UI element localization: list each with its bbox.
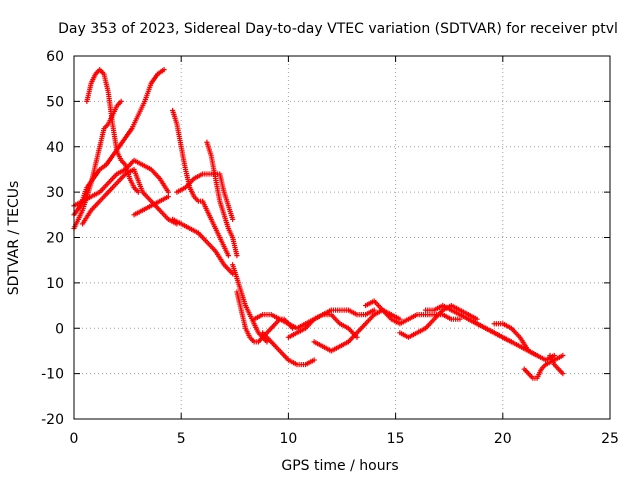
data-point: [474, 316, 480, 322]
y-tick-label: 20: [46, 231, 64, 247]
x-tick-label: 20: [494, 431, 512, 447]
grid-lines: [74, 56, 610, 419]
y-tick-label: 50: [46, 94, 64, 110]
data-point: [311, 357, 317, 363]
y-tick-label: 40: [46, 140, 64, 156]
y-tick-label: 30: [46, 185, 64, 201]
axis-ticks: [73, 55, 611, 420]
data-point: [371, 307, 377, 313]
data-point: [161, 67, 167, 73]
y-tick-label: 10: [46, 276, 64, 292]
x-tick-label: 15: [387, 431, 405, 447]
data-point: [230, 216, 236, 222]
x-tick-label: 10: [279, 431, 297, 447]
y-tick-labels: -20 -10 0 10 20 30 40 50 60: [41, 49, 64, 428]
y-tick-label: 0: [55, 321, 64, 337]
data-point: [118, 98, 124, 104]
data-point: [165, 189, 171, 195]
x-tick-label: 25: [601, 431, 619, 447]
y-tick-label: 60: [46, 49, 64, 65]
data-point: [165, 194, 171, 200]
data-point: [560, 352, 566, 359]
y-tick-label: -20: [41, 412, 64, 428]
x-tick-labels: 0 5 10 15 20 25: [70, 431, 619, 447]
x-tick-label: 0: [70, 431, 79, 447]
data-point: [234, 253, 240, 259]
data-point: [397, 316, 403, 322]
x-axis-label: GPS time / hours: [281, 458, 398, 474]
data-points: [71, 67, 566, 381]
y-axis-label: SDTVAR / TECUs: [6, 181, 22, 296]
y-tick-label: -10: [41, 367, 64, 383]
data-point: [225, 253, 231, 259]
chart-title: Day 353 of 2023, Sidereal Day-to-day VTE…: [58, 21, 618, 37]
x-tick-label: 5: [177, 431, 186, 447]
data-point: [560, 371, 566, 377]
data-point: [457, 316, 463, 322]
